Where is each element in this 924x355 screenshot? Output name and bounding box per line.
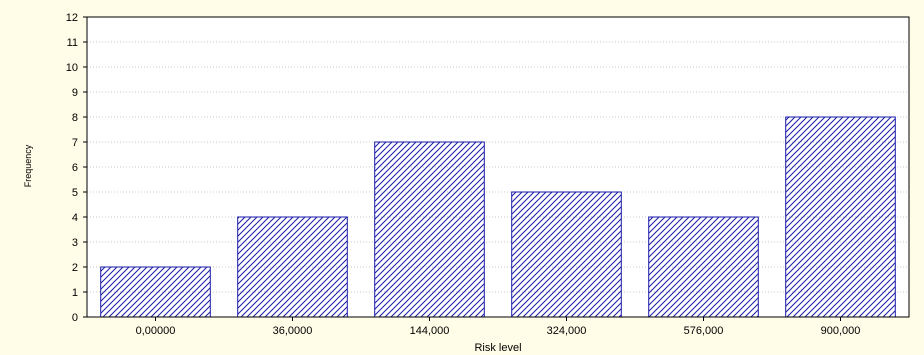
x-tick-label: 0,00000 [136, 325, 176, 337]
y-tick-label: 11 [67, 37, 78, 49]
bar [374, 141, 485, 318]
y-tick-label: 5 [72, 187, 78, 199]
y-tick-label: 7 [72, 137, 78, 149]
x-tick-label: 36,0000 [273, 325, 313, 337]
x-tick-label: 144,000 [410, 325, 450, 337]
y-tick-label: 3 [72, 237, 78, 249]
x-axis-ticks: 0,00000 36,0000 144,000 324,000 576,000 900,0… [136, 317, 861, 337]
bar [237, 216, 348, 318]
y-tick-label: 10 [66, 62, 78, 74]
bars [100, 116, 896, 318]
grid-lines [87, 41, 909, 293]
x-tick-label: 324,000 [547, 325, 587, 337]
x-tick-label: 900,000 [821, 325, 861, 337]
y-tick-label: 9 [72, 87, 78, 99]
x-tick-label: 576,000 [684, 325, 724, 337]
y-tick-label: 6 [72, 162, 78, 174]
y-tick-label: 2 [72, 262, 78, 274]
y-tick-label: 0 [72, 312, 78, 324]
bar [785, 116, 896, 318]
y-tick-label: 8 [72, 112, 78, 124]
y-tick-label: 4 [72, 212, 78, 224]
y-tick-label: 1 [72, 287, 78, 299]
bar [648, 216, 759, 318]
x-axis-title: Risk level [474, 342, 521, 354]
y-axis-title: Frequency [23, 144, 33, 187]
bar [511, 191, 622, 318]
bar [100, 266, 211, 318]
y-tick-label: 12 [66, 12, 78, 24]
